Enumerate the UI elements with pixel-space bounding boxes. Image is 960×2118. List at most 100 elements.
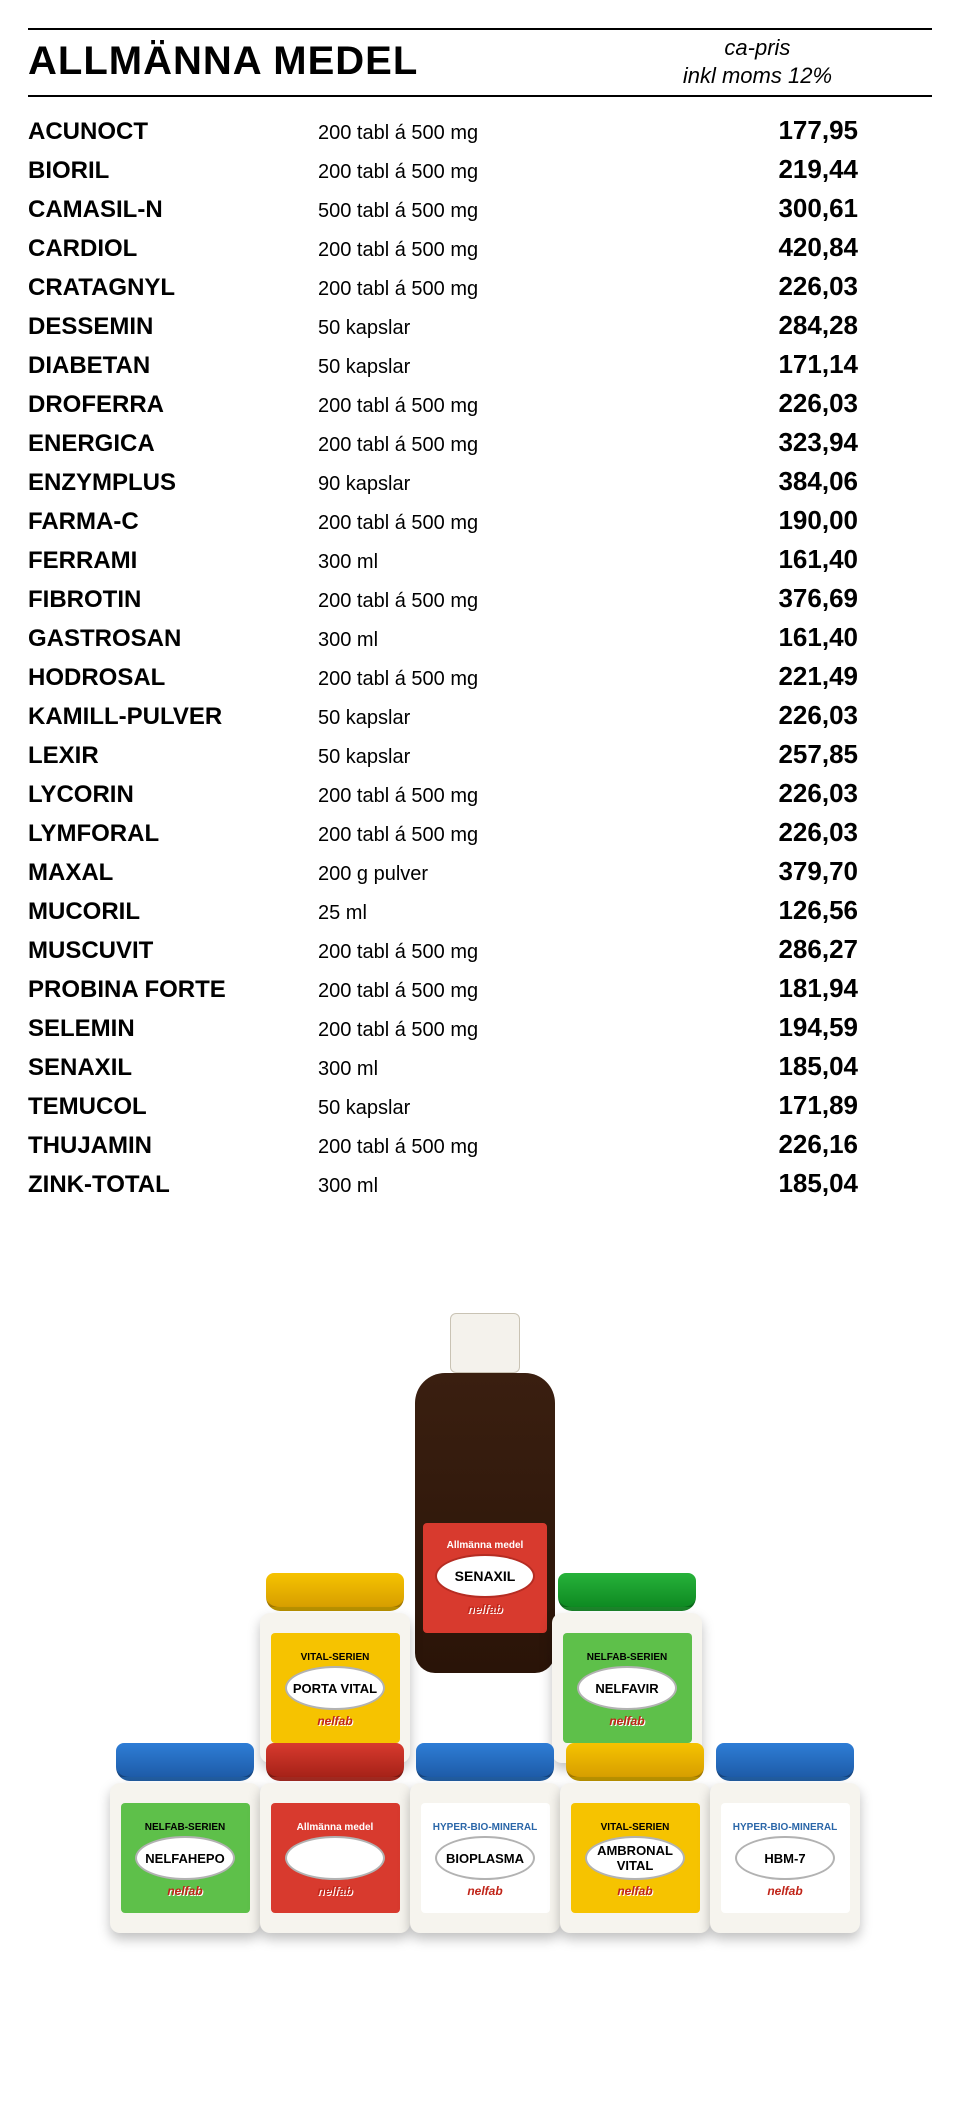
product-pack: 300 ml (318, 1175, 658, 1198)
price-row: CARDIOL200 tabl á 500 mg420,84 (28, 228, 932, 267)
product-name: KAMILL-PULVER (28, 703, 318, 731)
bottle-series: Allmänna medel (447, 1540, 524, 1551)
jar-label: HYPER-BIO-MINERAL HBM-7 nelfab (721, 1803, 850, 1913)
product-price: 323,94 (658, 427, 858, 458)
price-row: PROBINA FORTE200 tabl á 500 mg181,94 (28, 969, 932, 1008)
price-row: ENZYMPLUS90 kapslar384,06 (28, 462, 932, 501)
price-row: FERRAMI300 ml161,40 (28, 540, 932, 579)
product-price: 171,89 (658, 1090, 858, 1121)
jar-series: NELFAB-SERIEN (145, 1822, 226, 1833)
jar-series: NELFAB-SERIEN (587, 1652, 668, 1663)
product-price: 226,03 (658, 271, 858, 302)
bottle-body: Allmänna medel SENAXIL nelfab (415, 1373, 555, 1673)
product-price: 379,70 (658, 856, 858, 887)
jar-name: HBM-7 (735, 1836, 835, 1880)
jar-lid (566, 1743, 704, 1781)
jar-label: NELFAB-SERIENNELFAHEPOnelfab (121, 1803, 250, 1913)
jar-label: HYPER-BIO-MINERALBIOPLASMAnelfab (421, 1803, 550, 1913)
price-row: DIABETAN50 kapslar171,14 (28, 345, 932, 384)
product-pack: 200 tabl á 500 mg (318, 980, 658, 1003)
product-pack: 200 tabl á 500 mg (318, 434, 658, 457)
price-row: KAMILL-PULVER50 kapslar226,03 (28, 696, 932, 735)
product-price: 226,03 (658, 388, 858, 419)
brand-text: nelfab (467, 1602, 502, 1616)
product-name: DROFERRA (28, 391, 318, 419)
price-row: CAMASIL-N500 tabl á 500 mg300,61 (28, 189, 932, 228)
price-row: ENERGICA200 tabl á 500 mg323,94 (28, 423, 932, 462)
product-pack: 50 kapslar (318, 356, 658, 379)
product-name: ACUNOCT (28, 118, 318, 146)
product-price: 171,14 (658, 349, 858, 380)
product-price: 384,06 (658, 466, 858, 497)
product-pack: 200 tabl á 500 mg (318, 1019, 658, 1042)
product-name: HODROSAL (28, 664, 318, 692)
product-price: 284,28 (658, 310, 858, 341)
product-pack: 300 ml (318, 551, 658, 574)
jar-body: HYPER-BIO-MINERALBIOPLASMAnelfab (410, 1783, 560, 1933)
product-name: BIORIL (28, 157, 318, 185)
product-pack: 200 tabl á 500 mg (318, 785, 658, 808)
jar-body: VITAL-SERIENPORTA VITALnelfab (260, 1613, 410, 1763)
product-name: LYCORIN (28, 781, 318, 809)
product-pack: 200 tabl á 500 mg (318, 1136, 658, 1159)
jar-body: HYPER-BIO-MINERAL HBM-7 nelfab (710, 1783, 860, 1933)
price-row: ACUNOCT200 tabl á 500 mg177,95 (28, 111, 932, 150)
jar-body: VITAL-SERIENAMBRONAL VITALnelfab (560, 1783, 710, 1933)
product-pack: 300 ml (318, 629, 658, 652)
product-name: LYMFORAL (28, 820, 318, 848)
product-price: 226,03 (658, 778, 858, 809)
product-pack: 200 g pulver (318, 863, 658, 886)
page: ALLMÄNNA MEDEL ca-pris inkl moms 12% ACU… (0, 0, 960, 2013)
product-pack: 200 tabl á 500 mg (318, 161, 658, 184)
jar-lid (116, 1743, 254, 1781)
product-price: 226,16 (658, 1129, 858, 1160)
price-note: ca-pris inkl moms 12% (683, 34, 932, 89)
product-pack: 25 ml (318, 902, 658, 925)
brand-text: nelfab (609, 1714, 644, 1728)
product-pack: 200 tabl á 500 mg (318, 590, 658, 613)
price-row: THUJAMIN200 tabl á 500 mg226,16 (28, 1125, 932, 1164)
price-row: GASTROSAN300 ml161,40 (28, 618, 932, 657)
jar-body: NELFAB-SERIENNELFAVIRnelfab (552, 1613, 702, 1763)
product-price: 420,84 (658, 232, 858, 263)
product-pack: 200 tabl á 500 mg (318, 278, 658, 301)
jar-body: Allmänna medelBIORILnelfab (260, 1783, 410, 1933)
jar-name: AMBRONAL VITAL (585, 1836, 685, 1880)
jar-name: PORTA VITAL (285, 1666, 385, 1710)
price-row: MUSCUVIT200 tabl á 500 mg286,27 (28, 930, 932, 969)
jar: VITAL-SERIENAMBRONAL VITALnelfab (560, 1743, 710, 1933)
product-pack: 50 kapslar (318, 1097, 658, 1120)
jar: Allmänna medelBIORILnelfab (260, 1743, 410, 1933)
jar-series: VITAL-SERIEN (301, 1652, 370, 1663)
price-row: SELEMIN200 tabl á 500 mg194,59 (28, 1008, 932, 1047)
product-pack: 500 tabl á 500 mg (318, 200, 658, 223)
product-price: 219,44 (658, 154, 858, 185)
product-name: TEMUCOL (28, 1093, 318, 1121)
jar-series: VITAL-SERIEN (601, 1822, 670, 1833)
product-pack: 200 tabl á 500 mg (318, 239, 658, 262)
price-row: SENAXIL300 ml185,04 (28, 1047, 932, 1086)
price-row: LYMFORAL200 tabl á 500 mg226,03 (28, 813, 932, 852)
product-name: DIABETAN (28, 352, 318, 380)
product-pack: 200 tabl á 500 mg (318, 824, 658, 847)
page-title: ALLMÄNNA MEDEL (28, 39, 418, 84)
product-name: MUCORIL (28, 898, 318, 926)
jar: VITAL-SERIENPORTA VITALnelfab (260, 1573, 410, 1763)
price-row: TEMUCOL50 kapslar171,89 (28, 1086, 932, 1125)
product-pack: 200 tabl á 500 mg (318, 122, 658, 145)
price-row: FIBROTIN200 tabl á 500 mg376,69 (28, 579, 932, 618)
product-name: LEXIR (28, 742, 318, 770)
bottle-name: SENAXIL (435, 1554, 535, 1598)
bottle-label: Allmänna medel SENAXIL nelfab (423, 1523, 547, 1633)
jar-series: HYPER-BIO-MINERAL (733, 1822, 837, 1833)
product-name: MAXAL (28, 859, 318, 887)
product-pack: 90 kapslar (318, 473, 658, 496)
product-pack: 300 ml (318, 1058, 658, 1081)
jar-label: Allmänna medelBIORILnelfab (271, 1803, 400, 1913)
brand-text: nelfab (767, 1884, 802, 1898)
jar: HYPER-BIO-MINERALBIOPLASMAnelfab (410, 1743, 560, 1933)
jar: NELFAB-SERIENNELFAHEPOnelfab (110, 1743, 260, 1933)
product-price: 257,85 (658, 739, 858, 770)
product-price: 177,95 (658, 115, 858, 146)
product-name: PROBINA FORTE (28, 976, 318, 1004)
